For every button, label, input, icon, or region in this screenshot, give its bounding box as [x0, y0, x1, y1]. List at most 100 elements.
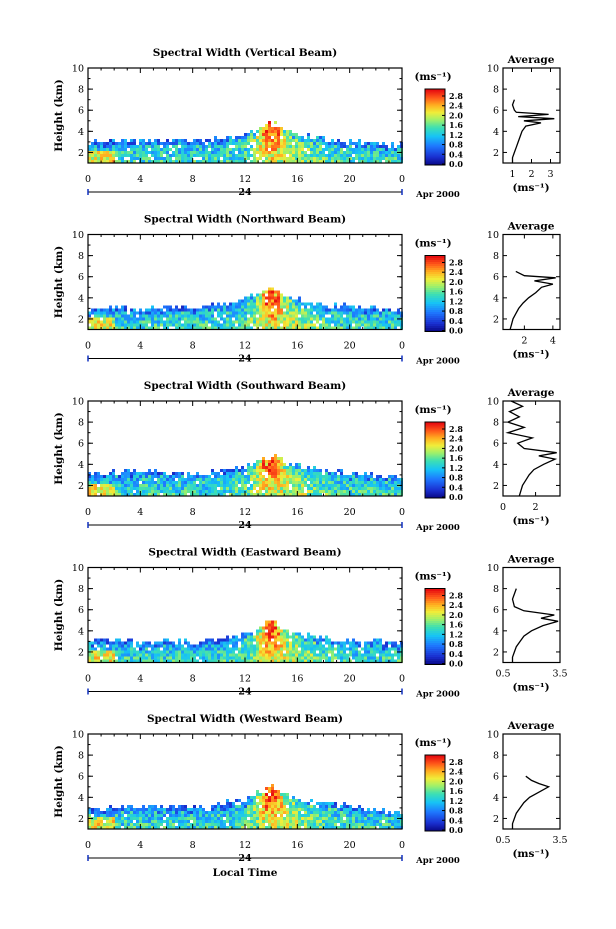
colorbar-segment — [425, 442, 445, 445]
colorbar-tick-label: 1.6 — [449, 453, 463, 463]
colorbar-segment — [425, 271, 445, 274]
colorbar-segment — [425, 261, 445, 264]
colorbar-tick-label: 0.8 — [449, 140, 463, 150]
colorbar-tick-label: 2.4 — [449, 101, 463, 111]
colorbar-segment — [425, 464, 445, 467]
y-tick-label: 6 — [78, 439, 84, 450]
colorbar-segment — [425, 89, 445, 92]
x-tick-label: 4 — [137, 174, 143, 185]
colorbar-segment — [425, 632, 445, 635]
colorbar-segment — [425, 265, 445, 268]
panel-5: Spectral Width (Westward Beam) Height (km… — [53, 713, 568, 879]
colorbar — [425, 89, 445, 166]
colorbar-segment — [425, 767, 445, 770]
colorbar-segment — [425, 313, 445, 316]
colorbar-segment — [425, 323, 445, 326]
colorbar-segment — [425, 809, 445, 812]
colorbar-segment — [425, 636, 445, 639]
average-unit: (ms⁻¹) — [512, 682, 549, 694]
colorbar-segment — [425, 658, 445, 661]
colorbar-unit: (ms⁻¹) — [414, 737, 451, 749]
average-title: Average — [507, 720, 555, 732]
heatmap-cells — [88, 287, 403, 330]
y-tick-label: 8 — [78, 584, 84, 595]
average-profile-line — [509, 270, 556, 330]
colorbar-tick-label: 2.0 — [449, 443, 463, 453]
colorbar-frame — [424, 88, 446, 166]
avg-y-tick-label: 8 — [493, 751, 499, 762]
colorbar-segment — [425, 813, 445, 816]
day-label: 24 — [238, 853, 252, 864]
colorbar-tick-label: 0.8 — [449, 306, 463, 316]
colorbar-segment — [425, 787, 445, 790]
avg-y-tick-label: 10 — [487, 563, 499, 574]
x-tick-label: 0 — [399, 674, 405, 685]
panel-2: Spectral Width (Northward Beam) Height (k… — [53, 214, 561, 367]
y-tick-label: 4 — [78, 293, 84, 304]
colorbar-segment — [425, 293, 445, 296]
avg-x-tick-label: 0.5 — [495, 669, 510, 680]
colorbar-segment — [425, 592, 445, 595]
colorbar-segment — [425, 616, 445, 619]
colorbar-tick-label: 2.8 — [449, 757, 463, 767]
colorbar-segment — [425, 755, 445, 758]
colorbar-tick-label: 0.4 — [449, 649, 463, 659]
colorbar-tick-label: 1.2 — [449, 796, 463, 806]
colorbar-segment — [425, 113, 445, 116]
average-unit: (ms⁻¹) — [512, 182, 549, 194]
panel-title: Spectral Width (Northward Beam) — [144, 214, 346, 226]
colorbar-segment — [425, 827, 445, 830]
avg-x-tick-label: 2 — [521, 336, 527, 347]
x-tick-label: 20 — [344, 174, 356, 185]
colorbar-segment — [425, 823, 445, 826]
heatmap-cells — [88, 784, 403, 829]
colorbar-tick-label: 2.8 — [449, 91, 463, 101]
colorbar-segment — [425, 257, 445, 260]
x-tick-label: 8 — [190, 674, 196, 685]
colorbar-tick-label: 0.8 — [449, 806, 463, 816]
x-tick-label: 12 — [239, 507, 251, 518]
colorbar-segment — [425, 151, 445, 154]
x-tick-label: 0 — [399, 507, 405, 518]
average-profile-line — [511, 99, 555, 163]
avg-y-tick-label: 8 — [493, 251, 499, 262]
colorbar-segment — [425, 785, 445, 788]
colorbar-segment — [425, 496, 445, 499]
colorbar-tick-label: 1.2 — [449, 130, 463, 140]
average-frame — [502, 733, 561, 830]
day-label: 24 — [238, 187, 252, 198]
y-tick-label: 4 — [78, 793, 84, 804]
colorbar-segment — [425, 602, 445, 605]
colorbar-segment — [425, 428, 445, 431]
colorbar-segment — [425, 765, 445, 768]
avg-x-tick-label: 4 — [550, 336, 556, 347]
colorbar-segment — [425, 759, 445, 762]
colorbar-segment — [425, 424, 445, 427]
colorbar-segment — [425, 91, 445, 94]
colorbar-segment — [425, 815, 445, 818]
colorbar-segment — [425, 478, 445, 481]
colorbar-segment — [425, 612, 445, 615]
colorbar-segment — [425, 604, 445, 607]
x-tick-label: 16 — [291, 507, 303, 518]
colorbar-segment — [425, 458, 445, 461]
average-title: Average — [507, 387, 555, 399]
colorbar-segment — [425, 129, 445, 132]
x-axis-label: Local Time — [213, 867, 278, 879]
avg-x-tick-label: 3.5 — [552, 835, 567, 846]
y-tick-label: 6 — [78, 772, 84, 783]
colorbar-segment — [425, 115, 445, 118]
colorbar-segment — [425, 153, 445, 156]
colorbar-tick-label: 0.0 — [449, 326, 463, 336]
avg-y-tick-label: 2 — [493, 148, 499, 159]
avg-y-tick-label: 2 — [493, 814, 499, 825]
average-unit: (ms⁻¹) — [512, 349, 549, 361]
x-tick-label: 4 — [137, 507, 143, 518]
y-tick-label: 10 — [72, 730, 84, 741]
colorbar-tick-label: 2.4 — [449, 600, 463, 610]
colorbar-tick-label: 0.4 — [449, 149, 463, 159]
colorbar-segment — [425, 105, 445, 108]
colorbar-segment — [425, 255, 445, 258]
colorbar-segment — [425, 610, 445, 613]
